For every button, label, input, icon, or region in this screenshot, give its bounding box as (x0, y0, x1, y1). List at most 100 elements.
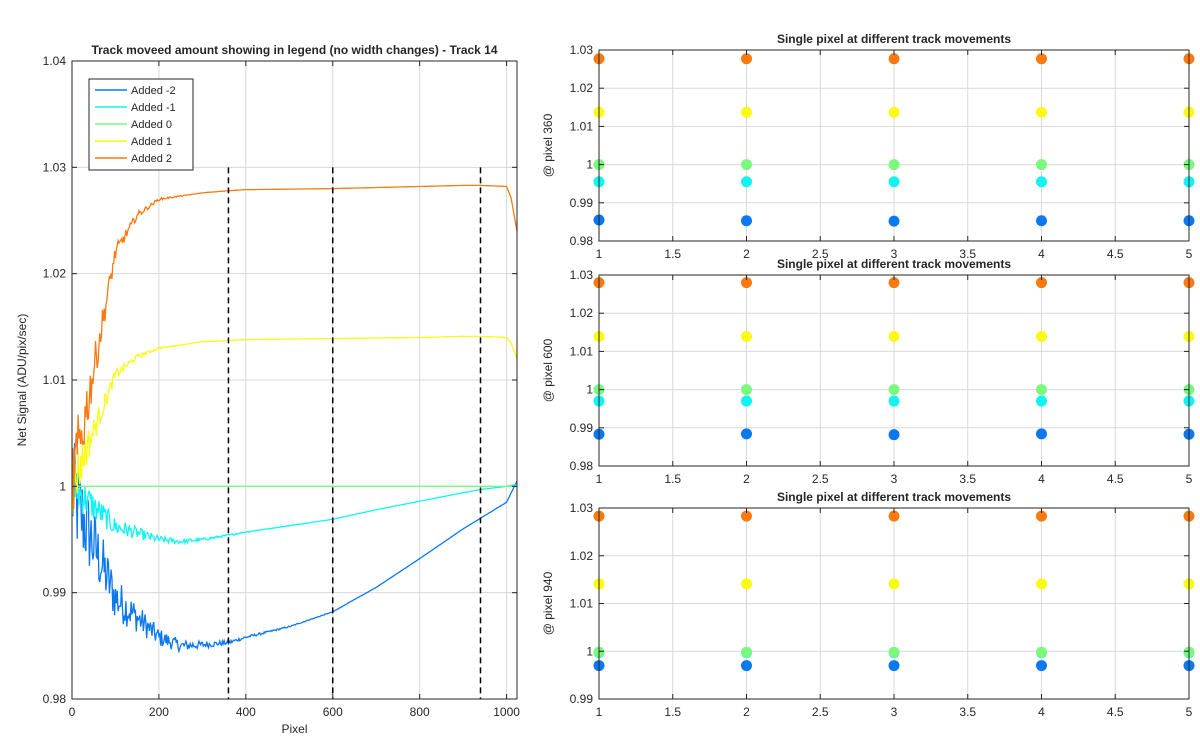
x-tick-label: 1000 (493, 705, 520, 719)
x-tick-label: 1 (596, 247, 603, 261)
data-point-added--2 (888, 660, 900, 672)
data-point-added--2 (741, 660, 752, 672)
x-tick-label: 3.5 (959, 472, 976, 486)
data-point-added--2 (1036, 215, 1047, 227)
y-tick-label: 1.01 (570, 119, 594, 133)
x-tick-label: 3 (891, 705, 898, 719)
y-tick-label: 0.98 (570, 459, 594, 473)
x-tick-label: 4 (1038, 472, 1045, 486)
data-point-added--2 (741, 215, 752, 227)
data-point-added-1 (888, 331, 900, 343)
y-tick-label: 0.99 (570, 692, 594, 706)
x-tick-label: 3.5 (959, 247, 976, 261)
data-point-added-2 (888, 53, 900, 65)
y-tick-label: 1.02 (570, 306, 594, 320)
y-tick-label: 1.03 (570, 501, 594, 515)
x-tick-label: 1.5 (664, 247, 681, 261)
data-point-added-1 (741, 331, 752, 343)
data-point-added-1 (888, 578, 900, 590)
y-axis-label: @ pixel 600 (541, 338, 555, 402)
data-point-added-0 (888, 159, 900, 171)
x-tick-label: 1 (596, 472, 603, 486)
data-point-added--1 (741, 395, 752, 407)
x-tick-label: 1 (596, 705, 603, 719)
y-tick-label: 1.04 (43, 54, 67, 68)
data-point-added-1 (1036, 106, 1047, 118)
data-point-added--2 (888, 215, 900, 227)
data-point-added-2 (741, 53, 752, 65)
y-tick-label: 1.01 (570, 344, 594, 358)
y-tick-label: 1 (586, 158, 593, 172)
x-tick-label: 400 (236, 705, 256, 719)
y-tick-label: 1 (586, 644, 593, 658)
data-point-added-2 (1036, 277, 1047, 289)
data-point-added-0 (888, 646, 900, 658)
data-point-added--1 (888, 176, 900, 188)
x-tick-label: 2.5 (812, 472, 829, 486)
x-tick-label: 5 (1186, 247, 1193, 261)
data-point-added-2 (741, 277, 752, 289)
y-tick-label: 0.98 (43, 692, 67, 706)
data-point-added--2 (741, 428, 752, 440)
x-tick-label: 5 (1186, 472, 1193, 486)
data-point-added--2 (1036, 660, 1047, 672)
data-point-added--1 (888, 395, 900, 407)
data-point-added-2 (1036, 53, 1047, 65)
scatter-chart-pixel-940: 1 1.5 2 2.5 3 3.5 4 4.5 50.9911.011.021.03Single… (541, 490, 1195, 719)
x-tick-label: 2 (743, 472, 750, 486)
x-tick-label: 4 (1038, 705, 1045, 719)
scatter-chart-pixel-600: 1 1.5 2 2.5 3 3.5 4 4.5 5 0.98 0.99 1 1.01 1.02 1.03 Si… (541, 257, 1195, 486)
data-point-added-1 (1036, 331, 1047, 343)
x-tick-label: 3 (891, 247, 898, 261)
x-tick-label: 800 (410, 705, 430, 719)
x-tick-label: 0 (69, 705, 76, 719)
main-line-chart: 0 200 400 600 800 1000 0.98 0.99 1 1.01 1.02 1.03 1.… (15, 43, 520, 736)
x-tick-label: 600 (323, 705, 343, 719)
y-tick-label: 1 (59, 479, 66, 493)
series-line-added-2 (72, 184, 517, 510)
x-tick-label: 2 (743, 247, 750, 261)
y-tick-label: 1.03 (570, 268, 594, 282)
data-point-added--1 (741, 176, 752, 188)
x-tick-label: 4.5 (1107, 705, 1124, 719)
x-tick-label: 3 (891, 472, 898, 486)
legend-label: Added 2 (131, 153, 172, 165)
x-tick-label: 5 (1186, 705, 1193, 719)
y-tick-label: 1.01 (43, 373, 67, 387)
data-point-added-1 (741, 106, 752, 118)
data-point-added--2 (888, 429, 900, 441)
legend-label: Added 0 (131, 119, 172, 131)
x-tick-label: 4.5 (1107, 472, 1124, 486)
data-point-added-2 (741, 510, 752, 522)
data-point-added-0 (888, 384, 900, 396)
x-tick-label: 2 (743, 705, 750, 719)
data-point-added-0 (1036, 646, 1047, 658)
x-tick-label: 4 (1038, 247, 1045, 261)
y-tick-label: 0.99 (570, 196, 594, 210)
data-point-added-0 (741, 159, 752, 171)
legend-label: Added 1 (131, 136, 172, 148)
legend-label: Added -1 (131, 102, 176, 114)
x-tick-label: 2.5 (812, 705, 829, 719)
series-line-added-1 (72, 335, 517, 517)
chart-title: Single pixel at different track movement… (777, 257, 1011, 271)
y-tick-label: 0.99 (43, 586, 67, 600)
data-point-added--1 (1036, 176, 1047, 188)
series-line-added--1 (72, 472, 517, 546)
data-point-added-2 (1036, 510, 1047, 522)
chart-title: Single pixel at different track movement… (777, 490, 1011, 504)
x-tick-label: 200 (149, 705, 169, 719)
y-tick-label: 1.03 (570, 43, 594, 57)
data-point-added-0 (1036, 159, 1047, 171)
y-axis-label: @ pixel 360 (541, 113, 555, 177)
y-tick-label: 0.99 (570, 421, 594, 435)
y-tick-label: 1 (586, 383, 593, 397)
y-tick-label: 1.01 (570, 597, 594, 611)
data-point-added-2 (888, 510, 900, 522)
y-tick-label: 1.02 (570, 549, 594, 563)
y-tick-label: 0.98 (570, 234, 594, 248)
x-tick-label: 3.5 (959, 705, 976, 719)
chart-title: Single pixel at different track movement… (777, 32, 1011, 46)
chart-title: Track moveed amount showing in legend (n… (91, 43, 497, 57)
